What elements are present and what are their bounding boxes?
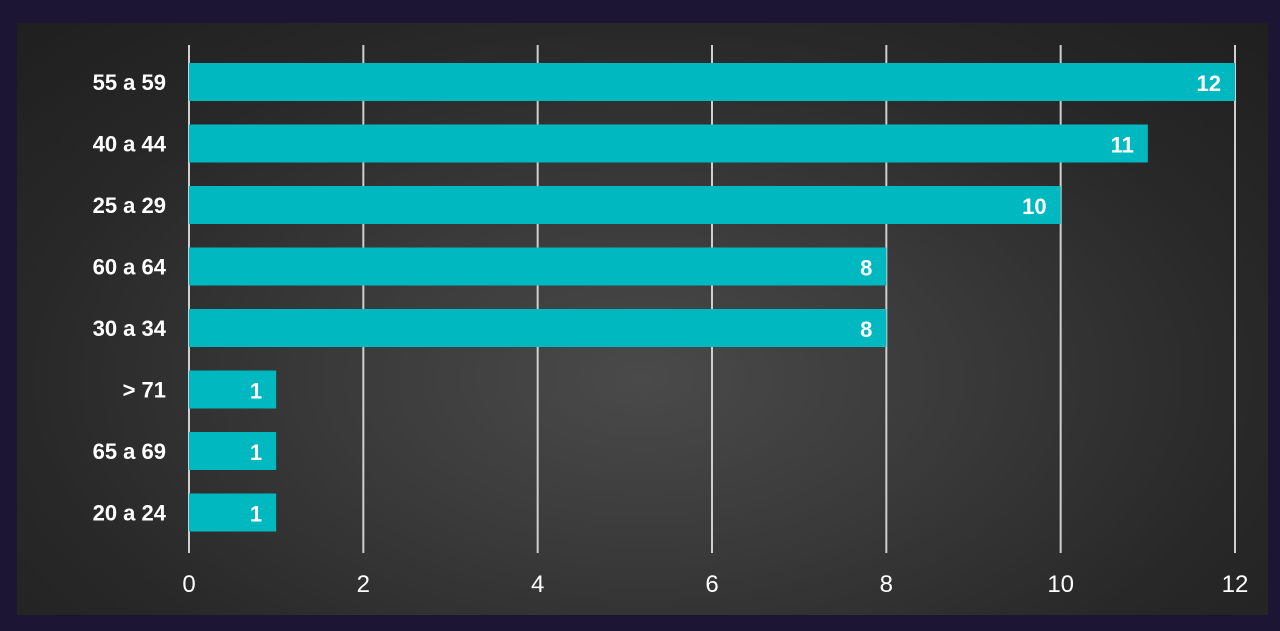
bar <box>189 124 1148 163</box>
x-tick-label: 12 <box>1222 571 1249 598</box>
category-label: 30 a 34 <box>93 316 167 341</box>
category-label: 25 a 29 <box>93 193 166 218</box>
x-tick-label: 6 <box>705 571 718 598</box>
bar <box>189 432 277 470</box>
category-label: 55 a 59 <box>93 70 166 95</box>
x-tick-label: 4 <box>531 571 544 598</box>
bar <box>189 309 887 347</box>
x-tick-label: 2 <box>357 571 370 598</box>
data-label: 1 <box>250 502 262 527</box>
data-label: 11 <box>1111 133 1134 158</box>
x-tick-label: 8 <box>880 571 893 598</box>
bar <box>189 186 1061 224</box>
category-label: 65 a 69 <box>93 439 166 464</box>
x-tick-label: 10 <box>1047 571 1074 598</box>
bar <box>189 493 277 532</box>
bar <box>189 247 887 286</box>
x-tick-label: 0 <box>182 571 195 598</box>
category-label: 20 a 24 <box>93 501 167 526</box>
bar <box>189 370 277 409</box>
bar <box>189 63 1235 101</box>
data-label: 1 <box>250 379 262 404</box>
data-label: 8 <box>860 317 872 342</box>
data-label: 10 <box>1022 194 1046 219</box>
data-label: 12 <box>1197 71 1221 96</box>
category-label: 40 a 44 <box>93 132 167 157</box>
data-label: 1 <box>250 440 262 465</box>
category-label: > 71 <box>123 378 166 403</box>
category-label: 60 a 64 <box>93 255 167 280</box>
data-label: 8 <box>860 256 872 281</box>
